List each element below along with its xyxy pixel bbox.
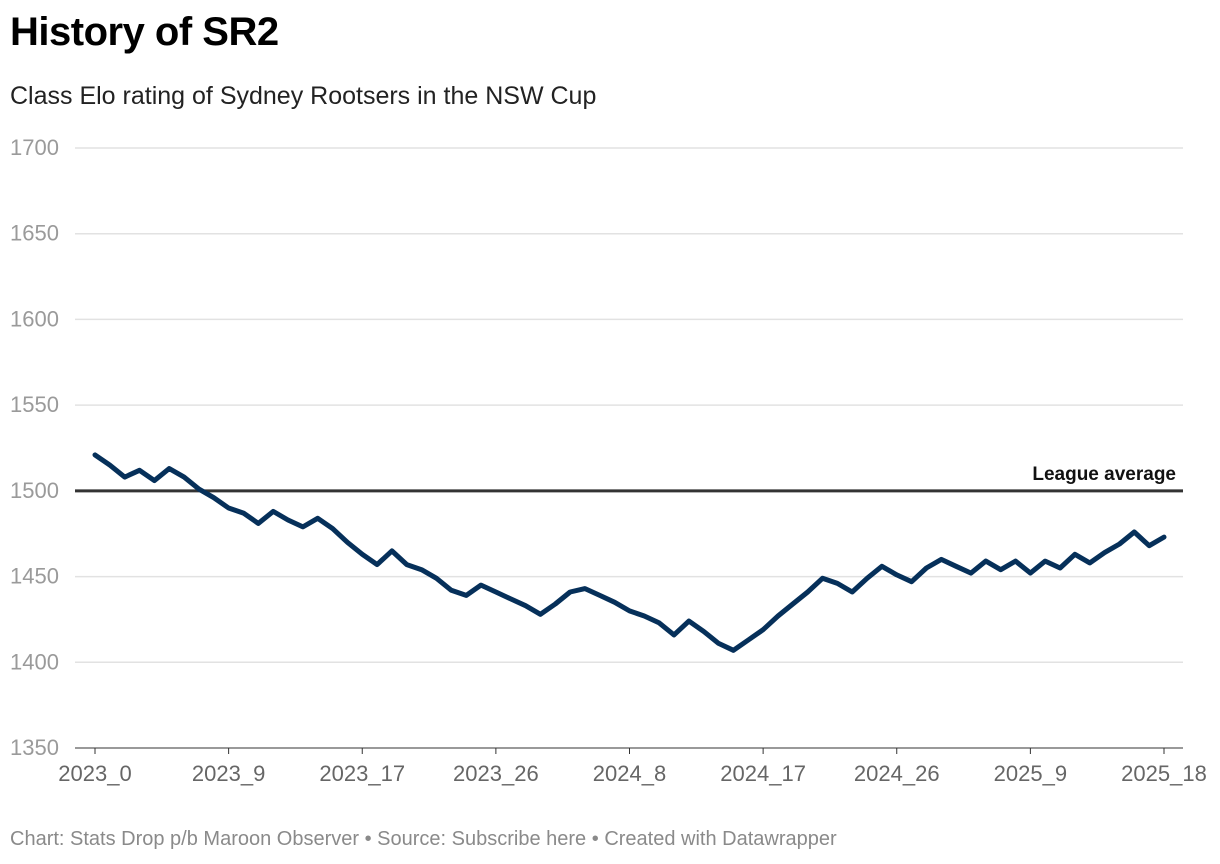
league-average-label: League average [1032,464,1176,485]
x-tick-label: 2023_26 [453,761,539,786]
series-points [93,452,1167,652]
source-label: Source: [377,828,452,850]
created-with: Created with Datawrapper [604,828,837,850]
x-tick-label: 2024_26 [854,761,940,786]
y-tick-label: 1400 [10,649,59,674]
y-tick-label: 1550 [10,392,59,417]
y-tick-label: 1450 [10,564,59,589]
series-line-sr2 [92,452,1167,653]
gridlines [75,147,1183,749]
x-tick-label: 2024_17 [720,761,806,786]
x-tick-label: 2025_18 [1121,761,1207,786]
x-tick-label: 2023_9 [192,761,265,786]
x-tick-label: 2023_17 [319,761,405,786]
footer-separator: • [586,828,605,850]
footer-separator: • [359,828,378,850]
y-tick-label: 1600 [10,306,59,331]
chart-title: History of SR2 [10,10,279,54]
y-tick-label: 1350 [10,735,59,760]
source-link[interactable]: Subscribe here [451,828,587,850]
chart-subtitle: Class Elo rating of Sydney Rootsers in t… [10,82,597,110]
x-tick-label: 2023_0 [58,761,131,786]
x-tick-label: 2025_9 [994,761,1067,786]
chart-credit: Chart: Stats Drop p/b Maroon Observer [10,828,360,850]
footer: Chart: Stats Drop p/b Maroon Observer • … [10,828,837,851]
x-axis-ticks: 2023_0 2023_9 2023_17 2023_26 2024_8 2024_17 2… [58,748,1207,786]
y-tick-label: 1500 [10,478,59,503]
y-tick-label: 1650 [10,221,59,246]
y-axis-ticks: 1350 1400 1450 1500 1550 1600 1650 1700 [10,135,59,760]
x-tick-label: 2024_8 [593,761,666,786]
y-tick-label: 1700 [10,135,59,160]
